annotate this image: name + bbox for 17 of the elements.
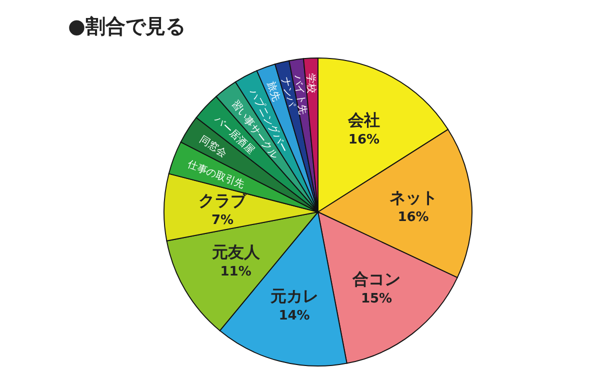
chart-title: ●割合で見る — [68, 14, 186, 38]
data-label: 16% — [398, 210, 429, 226]
data-label: 11% — [220, 264, 252, 280]
slice-label: 元カレ — [269, 286, 318, 306]
slice-label: 旅先 — [264, 80, 283, 103]
slice-label: 元友人 — [210, 242, 261, 262]
data-label: 7% — [212, 213, 234, 228]
data-label: 15% — [360, 291, 392, 306]
slice-label: 仕事の取引先 — [186, 158, 246, 191]
slice-label: 合コン — [352, 269, 401, 288]
slice-label: 学校 — [304, 73, 318, 94]
slice-label: 同窓会 — [197, 134, 229, 160]
data-label: 14% — [278, 308, 310, 324]
slice-label: ネット — [389, 188, 438, 208]
slice-label: クラブ — [198, 191, 248, 210]
slice-label: 会社 — [347, 110, 380, 130]
data-label: 16% — [348, 132, 380, 148]
